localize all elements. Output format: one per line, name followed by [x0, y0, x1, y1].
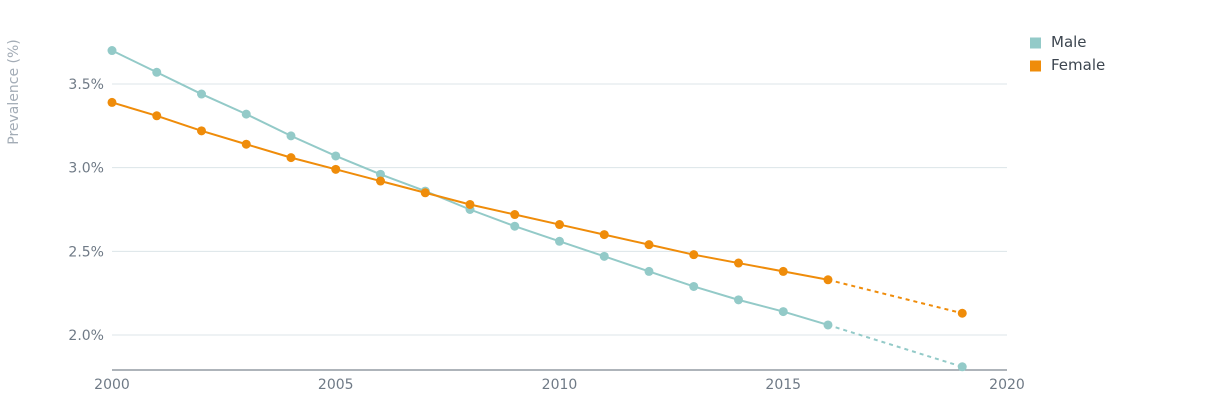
projection-line-male	[827, 324, 963, 368]
data-point-female[interactable]	[644, 240, 654, 250]
data-point-male[interactable]	[555, 236, 564, 246]
y-tick-labels: 2.0% 2.5% 3.0% 3.5%	[68, 77, 104, 344]
data-point-male[interactable]	[823, 320, 833, 330]
projected-point-male[interactable]	[957, 362, 967, 372]
series-male	[107, 46, 967, 372]
y-tick-label: 2.5%	[68, 244, 104, 260]
data-point-male[interactable]	[286, 131, 296, 141]
data-point-female[interactable]	[241, 139, 251, 149]
data-point-female[interactable]	[689, 250, 699, 260]
data-point-female[interactable]	[778, 266, 788, 276]
x-tick-label: 2015	[765, 377, 801, 393]
y-tick-label: 3.5%	[68, 77, 104, 93]
data-point-male[interactable]	[644, 266, 654, 276]
legend-item-female[interactable]: Female	[1030, 56, 1105, 74]
legend[interactable]: Male Female	[1030, 33, 1105, 74]
series-line-male	[111, 49, 829, 326]
x-tick-label: 2005	[318, 377, 354, 393]
series-line-female	[111, 101, 829, 281]
gridlines	[112, 83, 1007, 336]
x-tick-label: 2020	[989, 377, 1025, 393]
legend-label: Female	[1051, 56, 1105, 74]
data-point-female[interactable]	[734, 258, 743, 268]
series-female	[107, 97, 967, 318]
data-point-female[interactable]	[152, 111, 162, 121]
legend-swatch	[1030, 60, 1041, 72]
data-point-male[interactable]	[689, 281, 699, 291]
y-tick-label: 3.0%	[68, 161, 104, 177]
data-point-female[interactable]	[510, 210, 520, 220]
x-tick-label: 2000	[94, 377, 130, 393]
x-tick-labels: 2000 2005 2010 2015 2020	[94, 377, 1025, 393]
data-point-female[interactable]	[555, 220, 564, 230]
data-point-female[interactable]	[331, 164, 341, 174]
data-point-female[interactable]	[599, 230, 609, 240]
series-group	[107, 46, 967, 372]
x-tick-label: 2010	[542, 377, 578, 393]
y-axis-label: Prevalence (%)	[6, 39, 22, 145]
data-point-female[interactable]	[420, 188, 430, 198]
data-point-male[interactable]	[778, 307, 788, 317]
data-point-female[interactable]	[107, 97, 117, 107]
data-point-male[interactable]	[376, 169, 385, 179]
data-point-male[interactable]	[152, 67, 162, 77]
data-point-female[interactable]	[197, 126, 206, 136]
data-point-male[interactable]	[734, 295, 743, 305]
data-point-male[interactable]	[197, 89, 206, 99]
legend-item-male[interactable]: Male	[1030, 33, 1087, 51]
legend-label: Male	[1051, 33, 1087, 51]
data-point-female[interactable]	[465, 199, 475, 209]
data-point-male[interactable]	[107, 46, 117, 56]
data-point-female[interactable]	[286, 153, 296, 163]
data-point-female[interactable]	[823, 275, 833, 285]
projection-line-female	[827, 278, 963, 315]
data-point-male[interactable]	[241, 109, 251, 119]
projected-point-female[interactable]	[957, 308, 967, 318]
data-point-male[interactable]	[599, 251, 609, 261]
legend-swatch	[1030, 37, 1041, 49]
data-point-male[interactable]	[331, 151, 341, 161]
y-tick-label: 2.0%	[68, 328, 104, 344]
data-point-female[interactable]	[376, 176, 385, 186]
data-point-male[interactable]	[510, 221, 520, 231]
